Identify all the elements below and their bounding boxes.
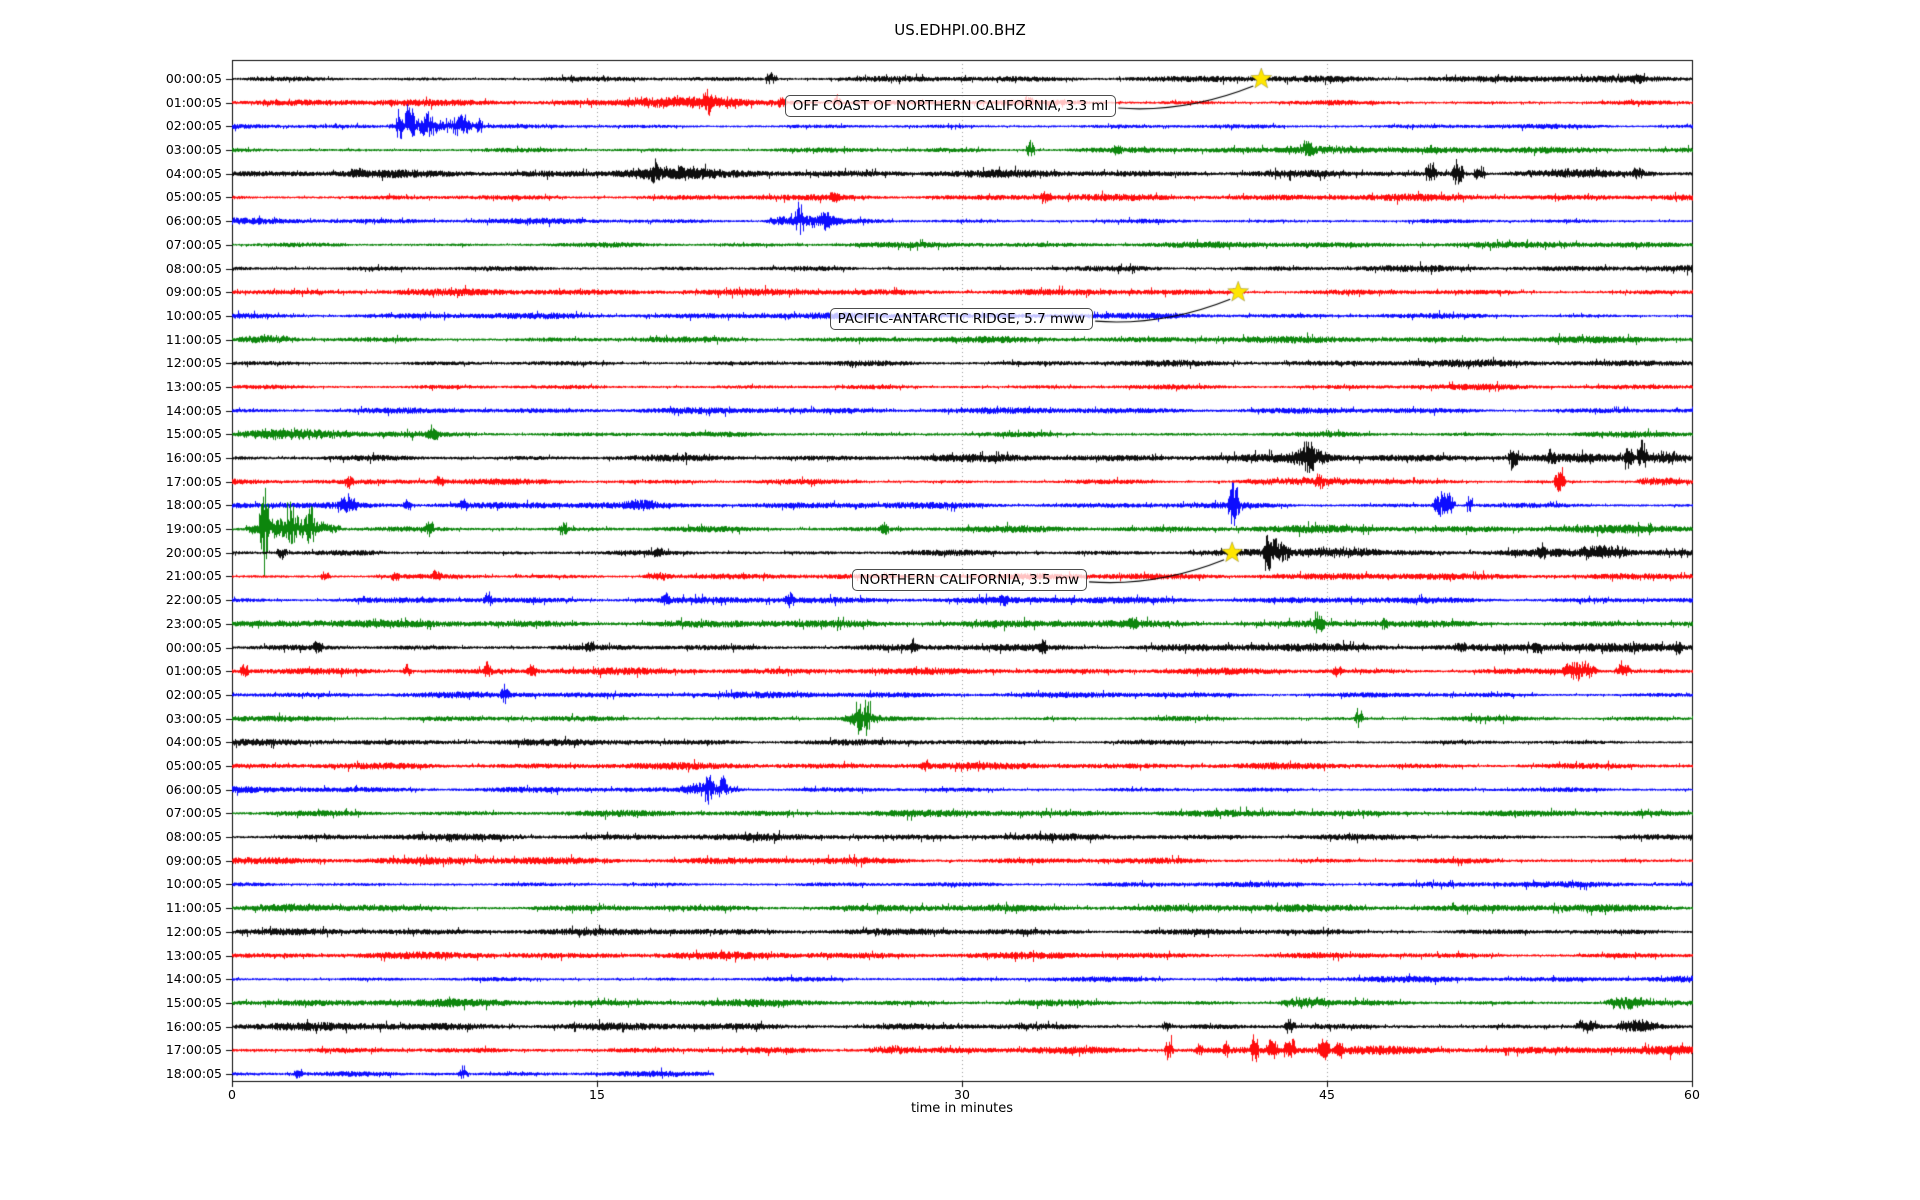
y-tick-label: 15:00:05: [165, 426, 222, 442]
x-tick-label: 45: [1319, 1087, 1335, 1102]
y-tick-label: 18:00:05: [165, 1065, 222, 1081]
y-tick-label: 04:00:05: [165, 734, 222, 750]
y-tick-label: 17:00:05: [165, 473, 222, 489]
y-tick-label: 08:00:05: [165, 829, 222, 845]
plot-title: US.EDHPI.00.BHZ: [894, 21, 1026, 39]
y-tick-label: 09:00:05: [165, 284, 222, 300]
y-tick-label: 16:00:05: [165, 1018, 222, 1034]
y-tick-label: 07:00:05: [165, 805, 222, 821]
y-tick-label: 18:00:05: [165, 497, 222, 513]
y-tick-label: 06:00:05: [165, 213, 222, 229]
y-tick-label: 00:00:05: [165, 71, 222, 86]
y-tick-label: 14:00:05: [165, 402, 222, 418]
y-tick-label: 13:00:05: [165, 947, 222, 963]
y-tick-label: 22:00:05: [165, 592, 222, 608]
x-axis-title: time in minutes: [910, 1101, 1014, 1116]
y-tick-label: 11:00:05: [165, 900, 222, 916]
y-tick-label: 13:00:05: [165, 378, 222, 394]
y-tick-label: 07:00:05: [165, 236, 222, 252]
y-tick-label: 17:00:05: [165, 1042, 222, 1058]
y-tick-label: 20:00:05: [165, 544, 222, 560]
y-tick-label: 21:00:05: [165, 568, 222, 584]
y-tick-label: 14:00:05: [165, 971, 222, 987]
x-tick-label: 15: [589, 1087, 605, 1102]
event-annotation-text: PACIFIC-ANTARCTIC RIDGE, 5.7 mww: [837, 311, 1086, 328]
y-tick-label: 02:00:05: [165, 686, 222, 702]
event-annotation-text: OFF COAST OF NORTHERN CALIFORNIA, 3.3 ml: [792, 98, 1109, 114]
y-tick-label: 03:00:05: [165, 710, 222, 726]
y-tick-label: 03:00:05: [165, 142, 222, 158]
y-tick-label: 01:00:05: [165, 663, 222, 679]
y-tick-label: 02:00:05: [165, 118, 222, 134]
y-tick-label: 16:00:05: [165, 450, 222, 466]
y-tick-label: 19:00:05: [165, 521, 222, 537]
y-tick-label: 10:00:05: [165, 876, 222, 892]
x-tick-label: 30: [954, 1087, 970, 1102]
y-tick-label: 00:00:05: [165, 639, 222, 655]
y-tick-label: 09:00:05: [165, 852, 222, 868]
x-tick-label: 60: [1684, 1087, 1700, 1102]
y-tick-label: 05:00:05: [165, 758, 222, 773]
event-annotation-text: NORTHERN CALIFORNIA, 3.5 mw: [859, 571, 1080, 588]
y-tick-label: 08:00:05: [165, 260, 222, 276]
y-tick-label: 11:00:05: [165, 331, 222, 347]
y-tick-label: 12:00:05: [165, 355, 222, 371]
y-tick-label: 05:00:05: [165, 189, 222, 205]
x-tick-label: 0: [228, 1087, 236, 1102]
y-tick-label: 15:00:05: [165, 994, 222, 1010]
event-annotation: OFF COAST OF NORTHERN CALIFORNIA, 3.3 ml: [784, 95, 1117, 117]
y-tick-label: 06:00:05: [165, 781, 222, 797]
y-tick-label: 10:00:05: [165, 307, 222, 323]
y-tick-label: 12:00:05: [165, 923, 222, 939]
event-annotation: NORTHERN CALIFORNIA, 3.5 mw: [851, 568, 1088, 591]
y-tick-label: 01:00:05: [165, 94, 222, 110]
y-tick-label: 04:00:05: [165, 165, 222, 181]
y-tick-label: 23:00:05: [165, 615, 222, 631]
event-annotation: PACIFIC-ANTARCTIC RIDGE, 5.7 mww: [829, 308, 1094, 331]
